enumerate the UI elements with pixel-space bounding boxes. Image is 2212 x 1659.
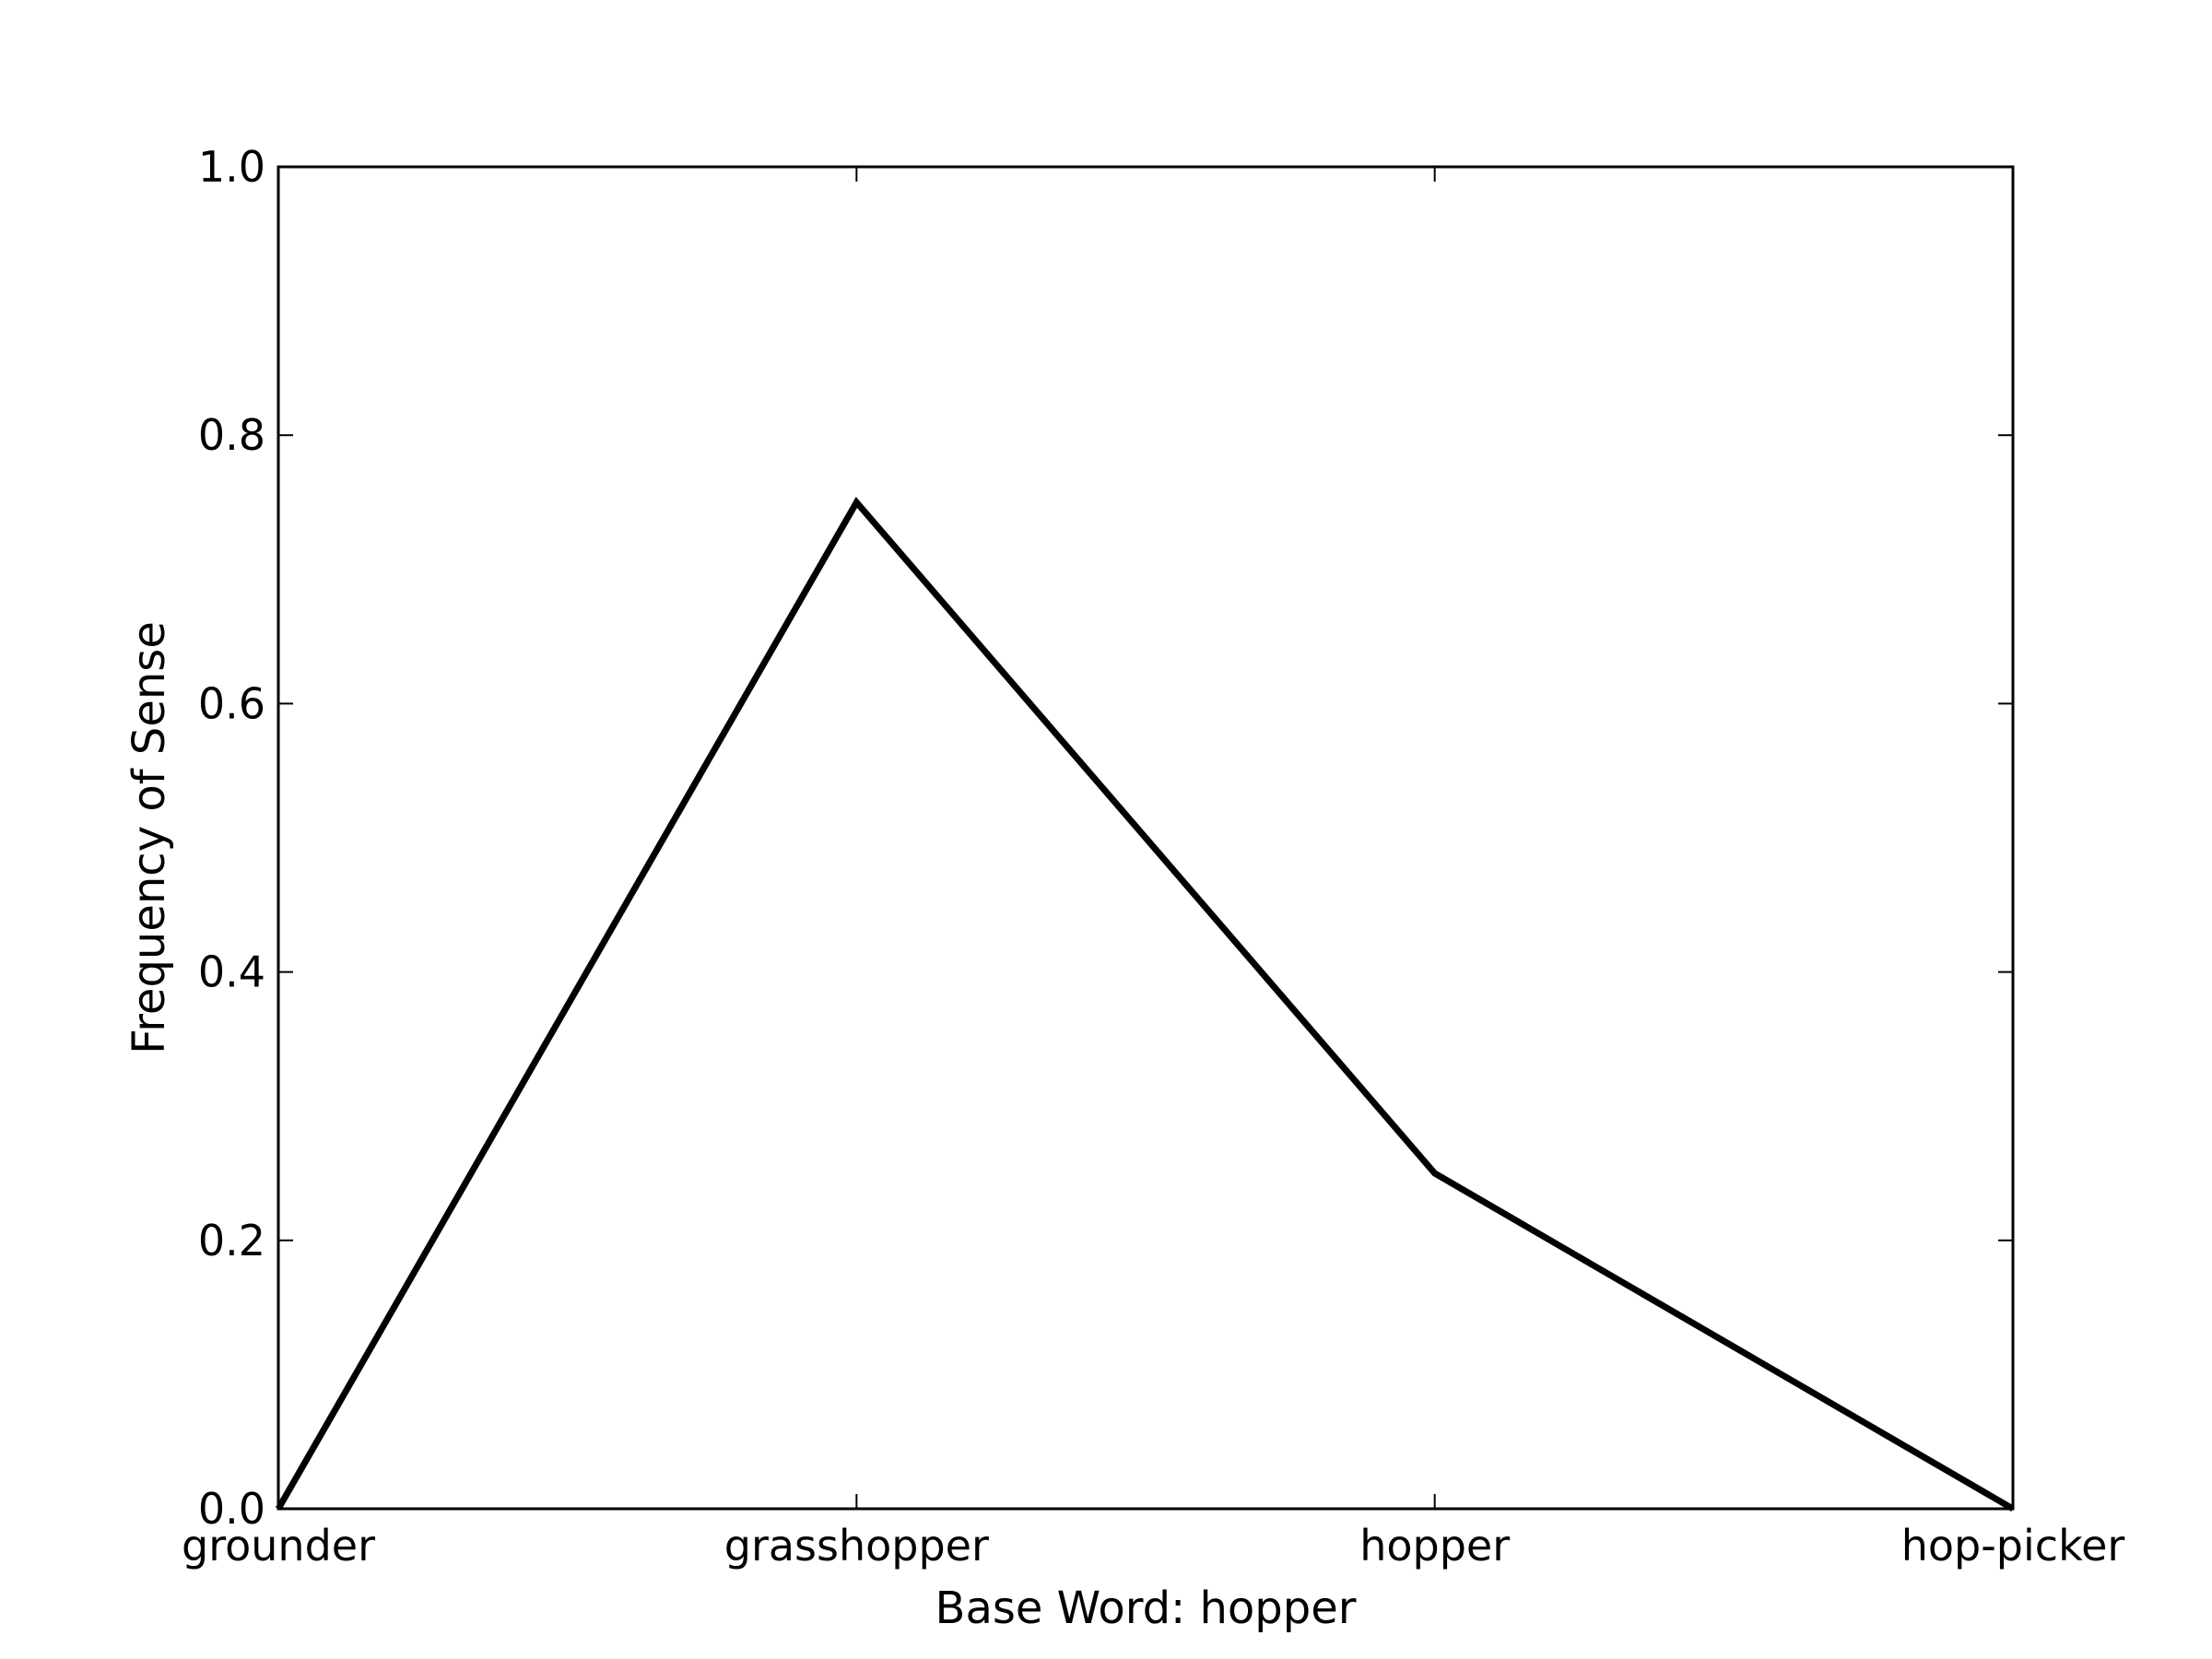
y-axis-label: Frequency of Sense	[124, 621, 175, 1054]
x-tick-label-hopper: hopper	[1359, 1521, 1510, 1571]
y-tick-label-0.8: 0.8	[198, 410, 265, 460]
data-point-hopper	[1434, 1172, 1436, 1174]
x-tick-label-grounder: grounder	[182, 1521, 375, 1571]
y-tick-label-1.0: 1.0	[198, 142, 265, 192]
x-tick-label-grasshopper: grasshopper	[724, 1521, 989, 1571]
x-axis-label: Base Word: hopper	[935, 1583, 1357, 1634]
series-line-0	[275, 496, 2015, 1512]
y-tick-label-0.0: 0.0	[198, 1484, 265, 1534]
data-point-grasshopper	[855, 501, 857, 503]
y-tick-label-0.6: 0.6	[198, 678, 265, 728]
plot-frame	[276, 165, 2015, 1511]
y-tick-label-0.4: 0.4	[198, 947, 265, 997]
x-tick-labels: grounder grasshopper hopper hop-picker	[182, 1521, 2124, 1571]
x-tick-label-hop-picker: hop-picker	[1901, 1521, 2125, 1571]
y-tick-labels: 0.0 0.2 0.4 0.6 0.8 1.0	[198, 142, 265, 1534]
y-tick-label-0.2: 0.2	[198, 1216, 265, 1265]
